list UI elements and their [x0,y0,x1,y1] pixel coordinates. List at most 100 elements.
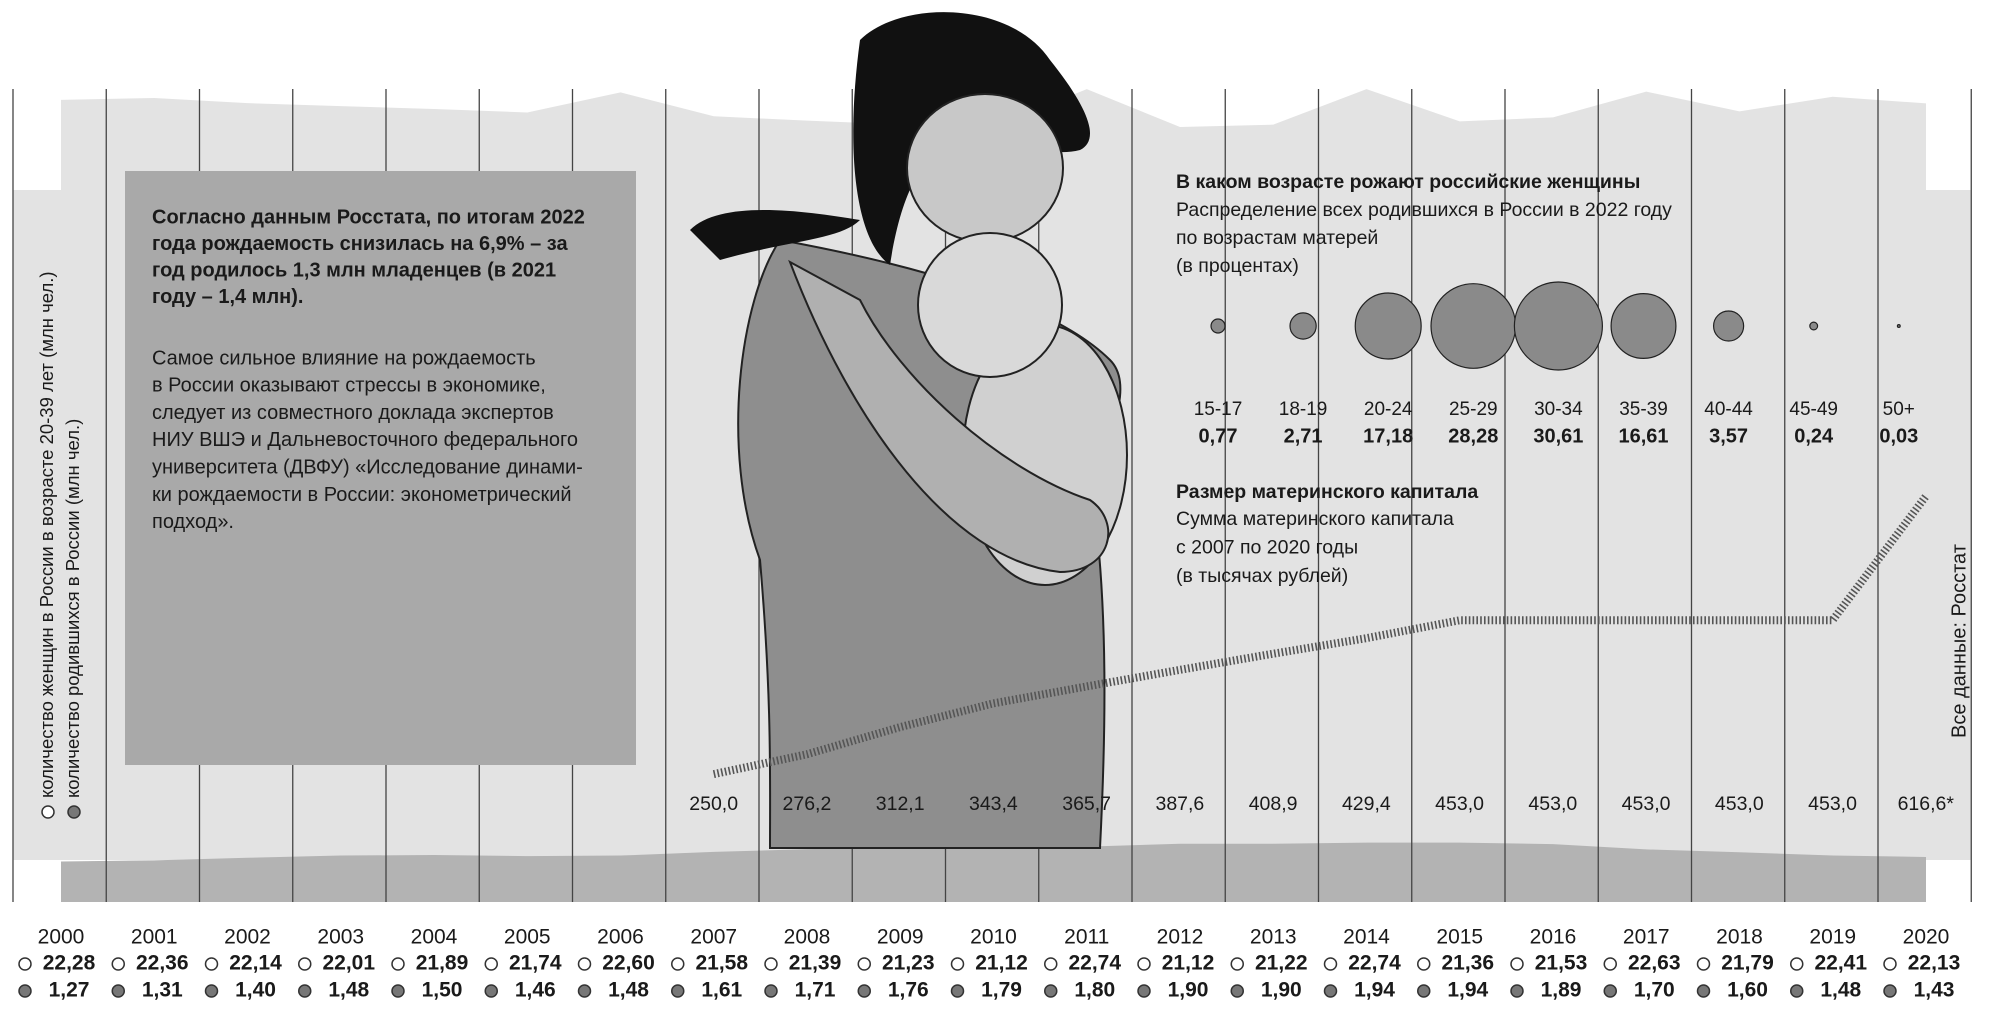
capital-label: 408,9 [1249,793,1298,815]
value-label: 22,36 [136,952,189,975]
value-marker [299,985,311,997]
value-marker [1418,985,1430,997]
age-label: 50+ [1883,399,1915,420]
line-subtitle: Сумма материнского капитала [1176,508,1454,530]
value-marker [1884,985,1896,997]
value-marker [1511,958,1523,970]
line-subtitle: (в тысячах рублей) [1176,565,1348,587]
value-label: 1,50 [422,979,463,1002]
value-label: 1,76 [888,979,929,1002]
capital-label: 429,4 [1342,793,1391,815]
value-label: 1,48 [328,979,369,1002]
value-marker [1418,958,1430,970]
value-marker [1698,985,1710,997]
year-label: 2016 [1530,926,1577,949]
body-line: в России оказывают стрессы в экономике, [152,375,546,397]
value-marker [112,985,124,997]
lead-line: году – 1,4 млн). [152,286,303,308]
bubble-value: 17,18 [1363,425,1413,447]
value-marker [485,985,497,997]
value-marker [1231,985,1243,997]
face [907,94,1063,242]
source: Все данные: Росстат [1948,544,1970,738]
line-title: Размер материнского капитала [1176,481,1478,503]
capital-label: 616,6* [1898,793,1955,815]
lead-line: года рождаемость снизилась на 6,9% – за [152,233,568,255]
age-label: 40-44 [1704,399,1753,420]
value-marker [1138,958,1150,970]
bubble-subtitle: по возрастам матерей [1176,227,1378,249]
bubble [1211,319,1225,333]
value-label: 1,71 [795,979,836,1002]
year-label: 2011 [1064,926,1109,949]
value-marker [858,958,870,970]
value-label: 22,01 [322,952,375,975]
bubble-value: 16,61 [1618,425,1668,447]
year-label: 2019 [1809,926,1856,949]
capital-label: 365,7 [1062,793,1111,815]
legend-marker [42,806,54,818]
value-label: 22,63 [1628,952,1681,975]
value-label: 22,13 [1908,952,1961,975]
value-label: 22,41 [1814,952,1867,975]
year-label: 2004 [411,926,458,949]
value-marker [1698,958,1710,970]
year-label: 2007 [690,926,737,949]
body-line: НИУ ВШЭ и Дальневосточного федерального [152,429,578,451]
line-subtitle: с 2007 по 2020 годы [1176,537,1358,559]
value-marker [1884,958,1896,970]
value-label: 1,48 [1820,979,1861,1002]
bubble-subtitle: Распределение всех родившихся в России в… [1176,199,1672,221]
capital-label: 312,1 [876,793,925,815]
bubble [1431,284,1516,369]
value-label: 21,58 [695,952,748,975]
value-label: 1,43 [1914,979,1955,1002]
age-label: 25-29 [1449,399,1498,420]
capital-label: 453,0 [1715,793,1764,815]
infographic: Согласно данным Росстата, по итогам 2022… [0,0,1993,1012]
bubble-title: В каком возрасте рожают российские женщи… [1176,171,1640,193]
bubble [1514,282,1602,370]
value-label: 22,74 [1068,952,1121,975]
value-marker [579,985,591,997]
year-label: 2017 [1623,926,1670,949]
value-label: 1,90 [1168,979,1209,1002]
legend-marker [68,806,80,818]
value-label: 21,89 [416,952,469,975]
year-label: 2003 [317,926,364,949]
year-label: 2005 [504,926,551,949]
age-label: 20-24 [1364,399,1413,420]
bubble-value: 2,71 [1284,425,1323,447]
bubble [1355,293,1421,359]
value-label: 1,70 [1634,979,1675,1002]
capital-label: 387,6 [1155,793,1204,815]
value-label: 21,12 [1162,952,1215,975]
bubble-value: 30,61 [1533,425,1583,447]
value-label: 1,94 [1447,979,1488,1002]
value-label: 1,90 [1261,979,1302,1002]
year-label: 2008 [784,926,831,949]
value-marker [1138,985,1150,997]
year-label: 2020 [1903,926,1950,949]
value-label: 22,28 [43,952,96,975]
body-line: ки рождаемости в России: эконометрически… [152,484,572,506]
age-label: 35-39 [1619,399,1668,420]
value-label: 1,31 [142,979,183,1002]
value-label: 1,27 [49,979,90,1002]
year-label: 2012 [1157,926,1204,949]
capital-label: 453,0 [1622,793,1671,815]
bubble-value: 3,57 [1709,425,1748,447]
value-marker [19,958,31,970]
age-label: 18-19 [1279,399,1328,420]
bubble [1897,325,1900,328]
bubble-value: 0,77 [1199,425,1238,447]
value-label: 21,23 [882,952,935,975]
year-label: 2001 [131,926,178,949]
value-label: 1,79 [981,979,1022,1002]
value-marker [1325,958,1337,970]
value-marker [1325,985,1337,997]
value-marker [952,985,964,997]
value-marker [672,958,684,970]
body-line: подход». [152,511,234,533]
value-marker [392,958,404,970]
